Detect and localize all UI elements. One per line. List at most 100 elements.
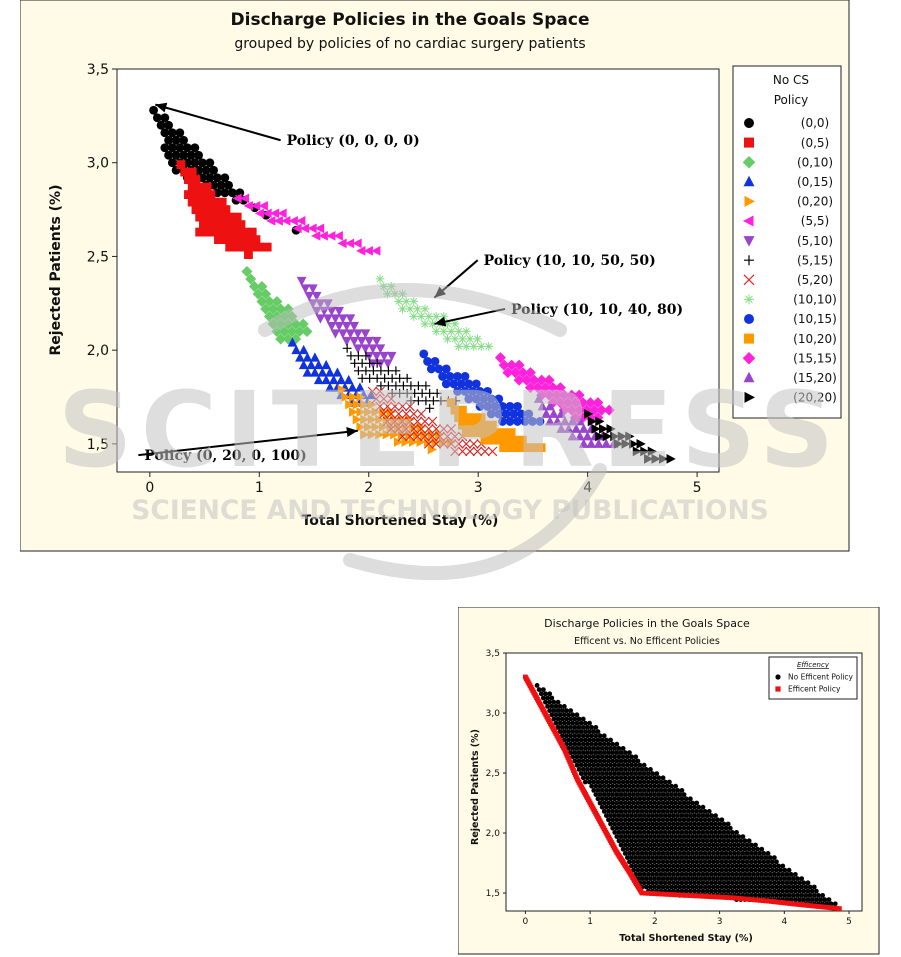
legend-label: (5,10) <box>797 234 833 248</box>
data-point <box>298 359 309 370</box>
data-point <box>788 888 794 894</box>
data-point <box>753 851 758 856</box>
data-point <box>687 838 693 844</box>
data-point <box>288 215 298 226</box>
data-point <box>423 357 432 366</box>
data-point <box>782 867 788 873</box>
data-point <box>627 792 632 797</box>
data-point <box>566 729 571 734</box>
data-point <box>614 792 620 797</box>
data-point <box>570 746 576 751</box>
data-point <box>582 729 588 734</box>
data-point <box>639 817 645 823</box>
data-point <box>671 804 676 810</box>
data-point <box>767 880 773 886</box>
data-point <box>476 428 486 438</box>
data-point <box>677 859 683 865</box>
data-point <box>244 235 253 244</box>
data-point <box>819 904 824 910</box>
data-point <box>570 737 576 743</box>
data-point <box>618 792 624 797</box>
data-point <box>662 846 668 852</box>
data-point <box>673 800 679 806</box>
data-point <box>662 838 668 844</box>
data-point <box>729 888 735 894</box>
data-point <box>729 855 735 860</box>
data-point <box>776 872 781 877</box>
data-point <box>347 382 358 392</box>
data-point <box>658 804 664 810</box>
data-point <box>648 783 653 789</box>
data-point <box>394 297 404 306</box>
data-point <box>753 867 758 873</box>
data-point <box>624 830 630 835</box>
data-point <box>660 884 666 890</box>
annotation-arrow <box>138 429 358 457</box>
data-point <box>624 779 630 785</box>
data-point <box>664 884 670 890</box>
data-point <box>836 906 842 911</box>
data-point <box>296 276 307 287</box>
chart-subtitle: Efficent vs. No Efficent Policies <box>574 636 720 647</box>
data-point <box>687 813 693 818</box>
data-point <box>692 830 697 835</box>
data-point <box>662 891 667 897</box>
data-point <box>645 779 651 785</box>
data-point <box>595 737 601 743</box>
data-point <box>591 737 597 743</box>
data-point <box>639 800 645 806</box>
data-point <box>694 867 700 873</box>
data-point <box>641 796 647 802</box>
data-point <box>262 208 272 219</box>
data-point <box>765 851 771 856</box>
data-point <box>360 414 370 425</box>
data-point <box>763 855 769 860</box>
data-point <box>698 884 704 890</box>
data-point <box>669 834 674 839</box>
data-point <box>679 796 685 802</box>
data-point <box>717 888 723 894</box>
data-point <box>606 750 611 755</box>
data-point <box>698 817 704 823</box>
data-point <box>386 351 397 362</box>
data-point <box>715 851 721 856</box>
data-point <box>633 771 639 776</box>
data-point <box>608 796 613 802</box>
data-point <box>694 884 700 890</box>
data-point <box>427 429 437 440</box>
data-point <box>601 775 607 781</box>
data-point <box>398 289 407 299</box>
data-point <box>683 813 689 818</box>
data-point <box>681 859 687 865</box>
data-point <box>732 851 737 856</box>
data-point <box>757 893 763 898</box>
data-point <box>675 872 681 877</box>
data-point <box>664 817 670 823</box>
data-point <box>487 435 497 445</box>
data-point <box>734 830 739 835</box>
data-point <box>637 771 643 776</box>
data-point <box>380 373 390 383</box>
data-point <box>748 842 754 848</box>
data-point <box>367 429 377 440</box>
data-point <box>597 733 603 739</box>
data-point <box>631 767 637 772</box>
data-point <box>744 884 750 890</box>
data-point <box>616 838 622 844</box>
data-point <box>390 429 400 440</box>
data-point <box>383 359 393 369</box>
data-point <box>687 872 693 877</box>
data-point <box>241 265 253 277</box>
data-point <box>730 895 735 901</box>
data-point <box>780 888 786 894</box>
data-point <box>704 830 710 835</box>
data-point <box>589 725 595 730</box>
data-point <box>687 796 693 802</box>
legend-label: (0,10) <box>797 155 833 169</box>
data-point <box>502 367 514 379</box>
data-point <box>637 855 643 860</box>
data-point <box>721 846 727 852</box>
data-point <box>616 771 622 776</box>
data-point <box>677 876 683 881</box>
data-point <box>692 821 697 827</box>
